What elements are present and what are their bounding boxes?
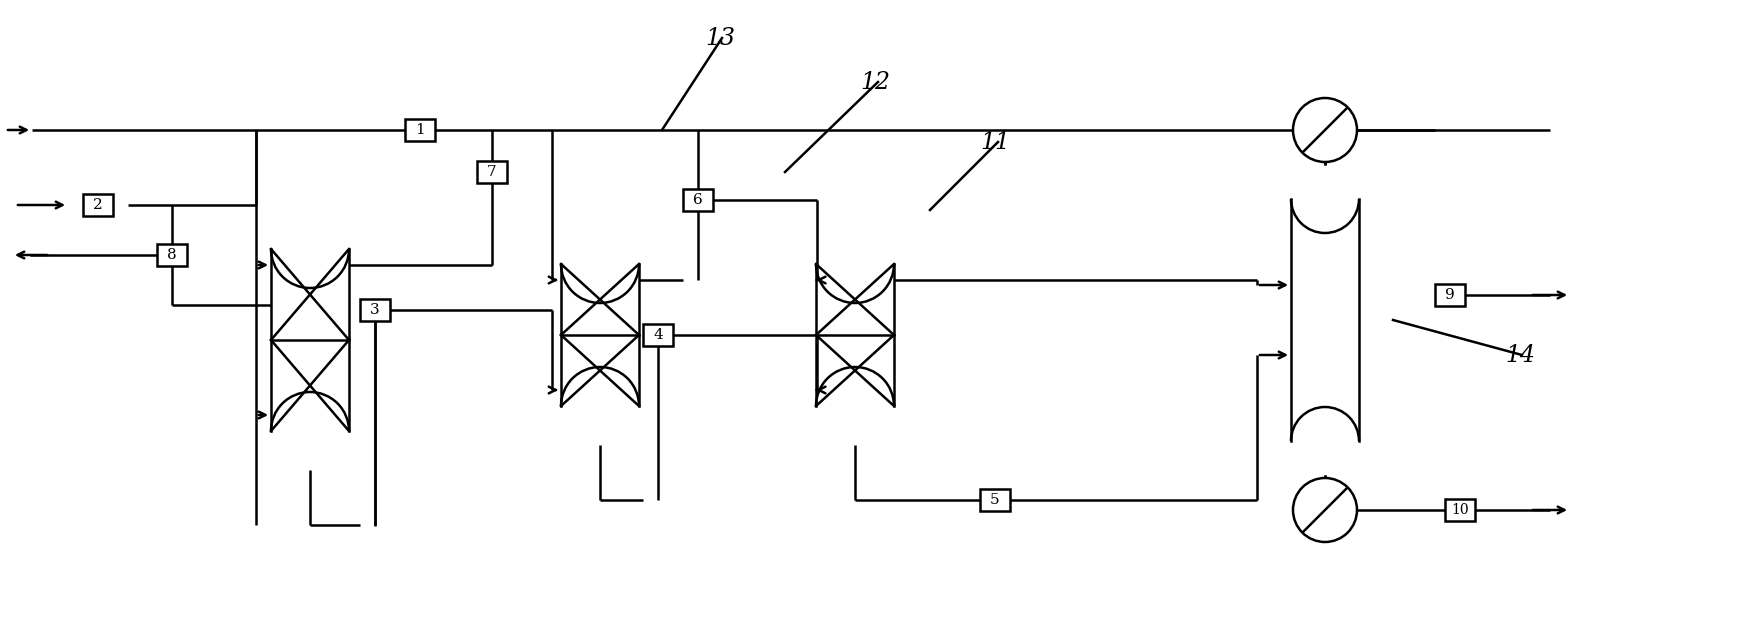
Text: 11: 11 xyxy=(980,130,1010,154)
Text: 12: 12 xyxy=(860,71,890,93)
Bar xyxy=(478,161,507,183)
Bar xyxy=(643,324,673,346)
Text: 14: 14 xyxy=(1505,343,1535,367)
Bar xyxy=(1434,284,1464,306)
Text: 6: 6 xyxy=(692,193,703,207)
Text: 5: 5 xyxy=(990,493,999,507)
Bar xyxy=(83,194,113,216)
Text: 8: 8 xyxy=(167,248,176,262)
Text: 3: 3 xyxy=(370,303,381,317)
Text: 9: 9 xyxy=(1445,288,1455,302)
Text: 2: 2 xyxy=(93,198,102,212)
Text: 1: 1 xyxy=(416,123,425,137)
Text: 7: 7 xyxy=(486,165,497,179)
Circle shape xyxy=(1293,478,1357,542)
Bar xyxy=(405,119,435,141)
Bar xyxy=(1445,499,1475,521)
Text: 13: 13 xyxy=(705,26,735,50)
Bar xyxy=(684,189,714,211)
Bar xyxy=(980,489,1010,511)
Bar xyxy=(157,244,187,266)
Bar xyxy=(359,299,389,321)
Circle shape xyxy=(1293,98,1357,162)
Text: 10: 10 xyxy=(1452,503,1470,517)
Text: 4: 4 xyxy=(654,328,663,342)
